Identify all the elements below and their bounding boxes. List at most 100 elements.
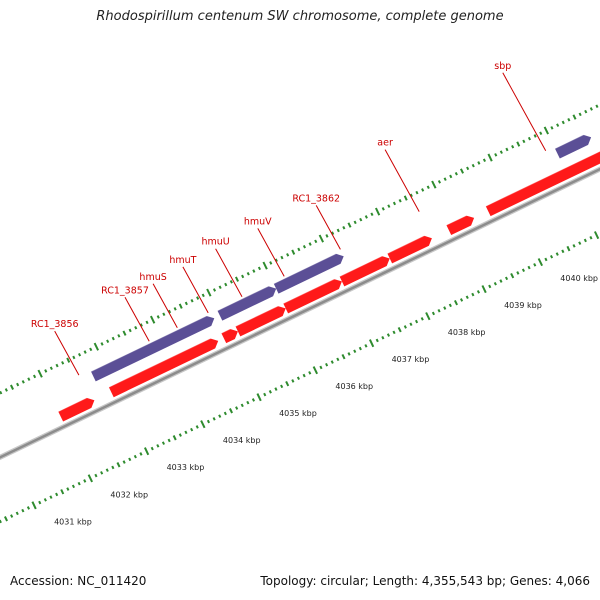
scale-labels: 4031 kbp 4032 kbp 4033 kbp 4034 kbp 4035 kbp…	[54, 274, 598, 526]
reverse-gene[interactable]	[283, 279, 342, 314]
outer-tick	[381, 207, 385, 211]
outer-tick	[280, 255, 284, 260]
outer-tick	[66, 357, 71, 363]
inner-tick	[143, 447, 150, 456]
outer-tick	[27, 377, 31, 381]
outer-tick	[522, 139, 526, 144]
outer-tick	[370, 212, 374, 217]
scale-label: 4036 kbp	[335, 382, 373, 391]
inner-tick	[330, 360, 334, 364]
outer-tick	[4, 388, 8, 392]
outer-tick	[595, 104, 599, 109]
outer-tick	[49, 366, 53, 371]
gene-label: hmuS	[139, 272, 166, 283]
inner-tick	[325, 362, 329, 367]
forward-gene[interactable]	[91, 316, 215, 382]
outer-tick	[426, 185, 430, 190]
outer-tick	[37, 369, 43, 378]
forward-gene-highlight	[554, 131, 590, 150]
inner-tick	[516, 271, 520, 275]
outer-tick	[297, 247, 301, 252]
inner-tick	[200, 420, 206, 429]
gene-leader-line	[315, 205, 341, 250]
outer-tick	[212, 288, 217, 292]
inner-tick	[274, 387, 278, 391]
reverse-gene[interactable]	[235, 306, 286, 337]
forward-gene[interactable]	[217, 286, 277, 321]
gene-label: aer	[377, 138, 393, 149]
reverse-gene[interactable]	[339, 256, 390, 287]
inner-tick	[533, 263, 537, 267]
forward-gene[interactable]	[555, 134, 592, 159]
inner-tick	[381, 335, 385, 340]
outer-tick	[235, 276, 239, 282]
inner-tick	[156, 444, 160, 448]
forward-gene[interactable]	[273, 253, 344, 294]
reverse-gene[interactable]	[58, 397, 95, 422]
inner-tick	[133, 454, 137, 459]
outer-tick	[584, 109, 588, 114]
inner-tick	[386, 333, 391, 337]
reverse-gene[interactable]	[446, 215, 475, 235]
inner-tick	[566, 245, 571, 252]
outer-tick	[353, 220, 357, 225]
scale-label: 4031 kbp	[54, 517, 92, 526]
scale-label: 4034 kbp	[223, 436, 261, 445]
gene-label: hmuT	[169, 255, 196, 266]
inner-tick	[178, 433, 182, 437]
scale-label: 4040 kbp	[560, 274, 598, 283]
inner-tick	[583, 238, 587, 243]
reverse-gene[interactable]	[221, 329, 238, 344]
gene-label: RC1_3862	[292, 193, 340, 204]
outer-tick	[128, 328, 132, 333]
outer-tick	[206, 288, 212, 297]
outer-tick	[145, 320, 149, 325]
inner-tick	[10, 514, 14, 518]
inner-tick	[488, 284, 492, 289]
outer-tick	[269, 261, 273, 265]
gene-label: hmuU	[201, 237, 229, 248]
outer-tick	[409, 193, 413, 198]
inner-tick	[465, 295, 469, 300]
outer-tick	[415, 190, 419, 195]
reverse-gene[interactable]	[485, 149, 600, 217]
reverse-gene-highlight	[387, 232, 430, 254]
outer-tick	[556, 123, 560, 127]
gene-leader-line	[215, 248, 243, 297]
inner-tick	[431, 311, 436, 316]
inner-tick	[150, 446, 154, 451]
scale-label: 4035 kbp	[279, 409, 317, 418]
outer-tick	[167, 309, 172, 314]
outer-tick	[550, 126, 554, 130]
outer-tick	[314, 239, 318, 244]
inner-tick	[77, 481, 81, 486]
outer-tick	[150, 315, 156, 324]
outer-tick	[516, 141, 521, 147]
inner-tick	[397, 326, 402, 333]
reverse-gene[interactable]	[108, 338, 219, 398]
outer-tick	[347, 222, 352, 228]
inner-tick	[71, 484, 76, 489]
reverse-gene-highlight	[339, 253, 388, 277]
inner-tick	[190, 427, 194, 432]
inner-tick	[459, 298, 464, 302]
scale-label: 4039 kbp	[504, 301, 542, 310]
reverse-gene-track[interactable]	[58, 128, 600, 422]
outer-tick	[111, 336, 115, 341]
inner-tick	[454, 299, 458, 306]
outer-tick	[589, 107, 593, 111]
reverse-gene[interactable]	[387, 235, 432, 264]
forward-gene-track[interactable]	[90, 131, 592, 382]
inner-tick	[561, 249, 565, 254]
backbone-track	[0, 166, 600, 461]
outer-tick	[477, 161, 481, 165]
outer-tick	[77, 352, 82, 357]
outer-tick-ring	[0, 100, 600, 395]
reverse-gene-highlight	[485, 150, 600, 207]
inner-tick	[111, 465, 115, 470]
inner-tick	[409, 322, 413, 327]
inner-tick	[256, 393, 262, 402]
inner-tick-ring	[0, 231, 600, 524]
inner-tick	[527, 265, 531, 270]
